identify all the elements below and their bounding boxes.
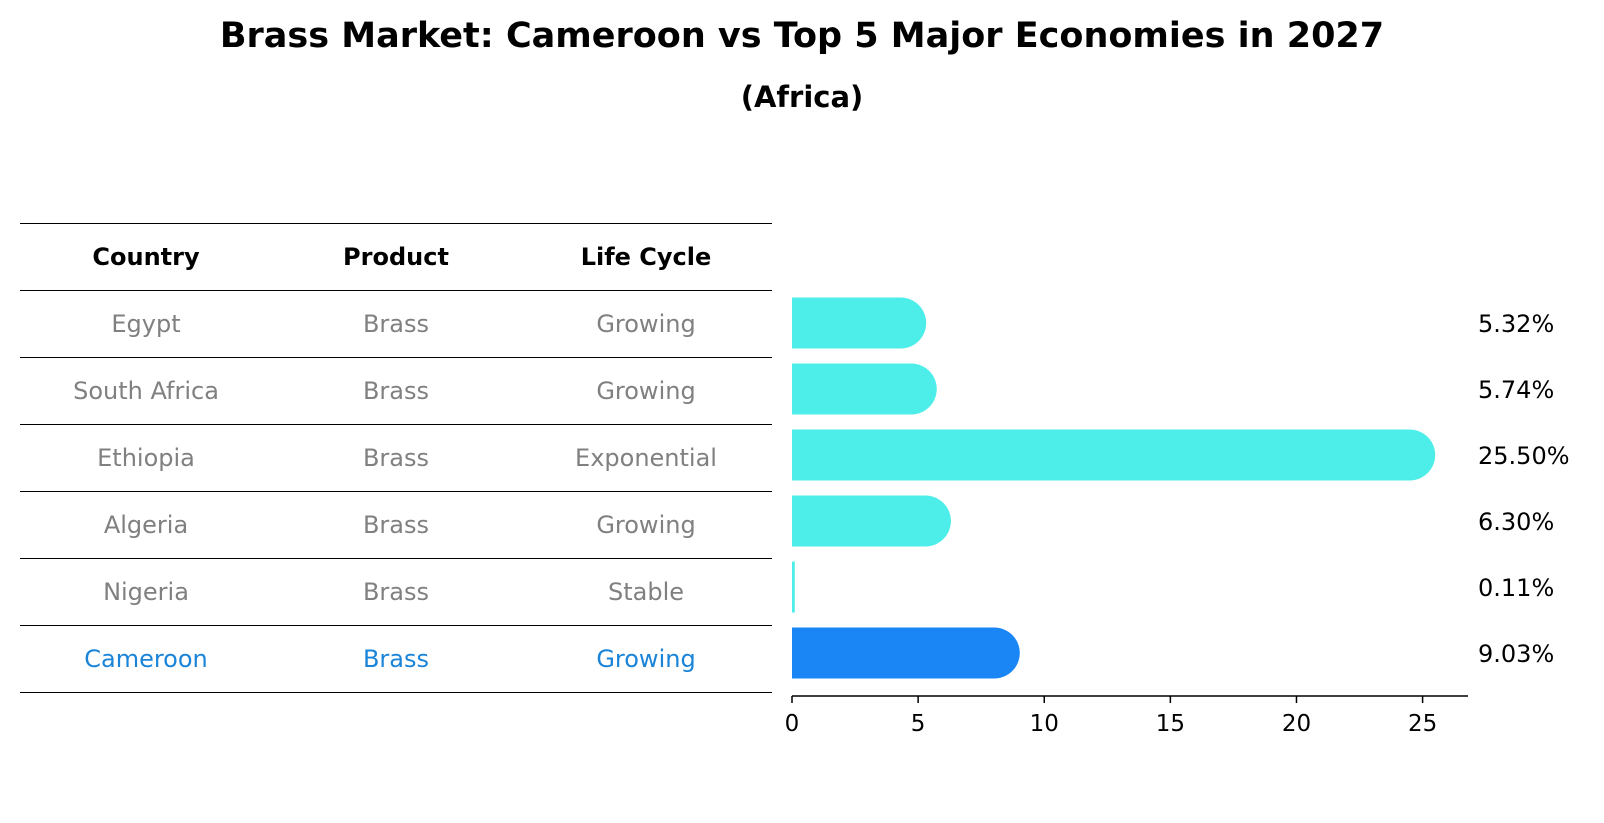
chart-subtitle: (Africa) — [740, 80, 864, 114]
chart-title: Brass Market: Cameroon vs Top 5 Major Ec… — [219, 16, 1385, 56]
country-table: Country Product Life Cycle Egypt Brass G… — [20, 223, 772, 693]
cell-country: Algeria — [103, 511, 189, 539]
bar-value-label: 25.50% — [1478, 442, 1570, 470]
x-tick-label: 20 — [1282, 711, 1311, 737]
table-row: Algeria Brass Growing — [20, 491, 772, 558]
cell-country: Ethiopia — [97, 444, 195, 472]
x-tick-label: 10 — [1030, 711, 1059, 737]
bar-cameroon — [792, 627, 1020, 679]
header-country: Country — [92, 243, 200, 271]
x-tick-label: 15 — [1156, 711, 1185, 737]
bar-south-africa — [792, 363, 937, 415]
cell-country: Egypt — [111, 310, 181, 338]
cell-country: Cameroon — [84, 645, 208, 673]
bar-ethiopia — [792, 429, 1436, 481]
header-life-cycle: Life Cycle — [580, 243, 712, 271]
cell-product: Brass — [362, 511, 430, 539]
bar-value-label: 5.74% — [1478, 376, 1554, 404]
cell-life-cycle: Growing — [596, 645, 696, 673]
bar-value-label: 5.32% — [1478, 310, 1554, 338]
table-header-row: Country Product Life Cycle — [20, 223, 772, 290]
cell-product: Brass — [362, 578, 430, 606]
bar-value-label: 9.03% — [1478, 640, 1554, 668]
table-row: Nigeria Brass Stable — [20, 558, 772, 625]
x-tick-label: 5 — [911, 711, 926, 737]
cell-product: Brass — [362, 310, 430, 338]
cell-country: South Africa — [73, 377, 219, 405]
cell-life-cycle: Growing — [596, 310, 696, 338]
x-tick-label: 0 — [785, 711, 800, 737]
cell-product: Brass — [362, 377, 430, 405]
table-row: Egypt Brass Growing — [20, 290, 772, 357]
bar-value-label: 0.11% — [1478, 574, 1554, 602]
cell-life-cycle: Exponential — [575, 444, 717, 472]
bar-value-label: 6.30% — [1478, 508, 1554, 536]
cell-life-cycle: Growing — [596, 377, 696, 405]
table-row-highlighted: Cameroon Brass Growing — [20, 625, 772, 693]
x-tick-label: 25 — [1408, 711, 1437, 737]
header-product: Product — [343, 243, 449, 271]
cell-country: Nigeria — [103, 578, 189, 606]
bar-algeria — [792, 495, 951, 547]
bar-egypt — [792, 297, 927, 349]
cell-product: Brass — [362, 444, 430, 472]
table-row: South Africa Brass Growing — [20, 357, 772, 424]
bar-nigeria — [792, 561, 795, 613]
cell-life-cycle: Growing — [596, 511, 696, 539]
table-row: Ethiopia Brass Exponential — [20, 424, 772, 491]
cell-life-cycle: Stable — [607, 578, 685, 606]
cell-product: Brass — [362, 645, 430, 673]
